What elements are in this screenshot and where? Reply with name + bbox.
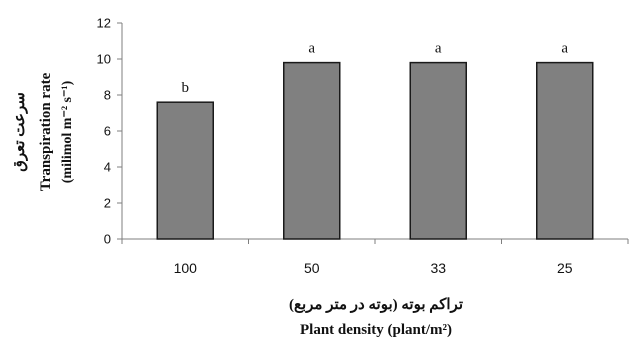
bar-data-label: a [308, 41, 315, 57]
x-axis-title-english: Plant density (plant/m²) [300, 322, 452, 338]
y-axis-title-english-line2: (milimol m⁻² s⁻¹) [60, 80, 75, 183]
y-tick-label: 12 [97, 16, 111, 31]
labels: 0 2 4 6 8 10 12 b 100 a 50 a 33 a 25 [97, 16, 573, 277]
bar-data-label: a [435, 41, 442, 57]
y-tick-label: 4 [104, 160, 111, 175]
y-axis-title-persian: سرعت تعرق [12, 92, 28, 172]
bar-data-label: b [182, 80, 190, 96]
y-tick-label: 2 [104, 196, 111, 211]
x-tick-label: 33 [430, 260, 446, 276]
bar [156, 101, 214, 240]
bar-data-label: a [561, 41, 568, 57]
y-tick-label: 0 [104, 232, 111, 247]
x-tick-label: 100 [174, 260, 198, 276]
y-tick-label: 6 [104, 124, 111, 139]
y-axis-title-english-line1: Transpiration rate [38, 72, 54, 191]
bar [409, 61, 467, 240]
x-tick-label: 50 [304, 260, 320, 276]
bars [156, 61, 594, 240]
x-axis-title-persian: تراکم بوته (بوته در متر مربع) [289, 297, 463, 313]
bar [283, 61, 341, 240]
bar [536, 61, 594, 240]
y-tick-label: 8 [104, 88, 111, 103]
y-tick-label: 10 [97, 52, 111, 67]
x-tick-label: 25 [557, 260, 573, 276]
